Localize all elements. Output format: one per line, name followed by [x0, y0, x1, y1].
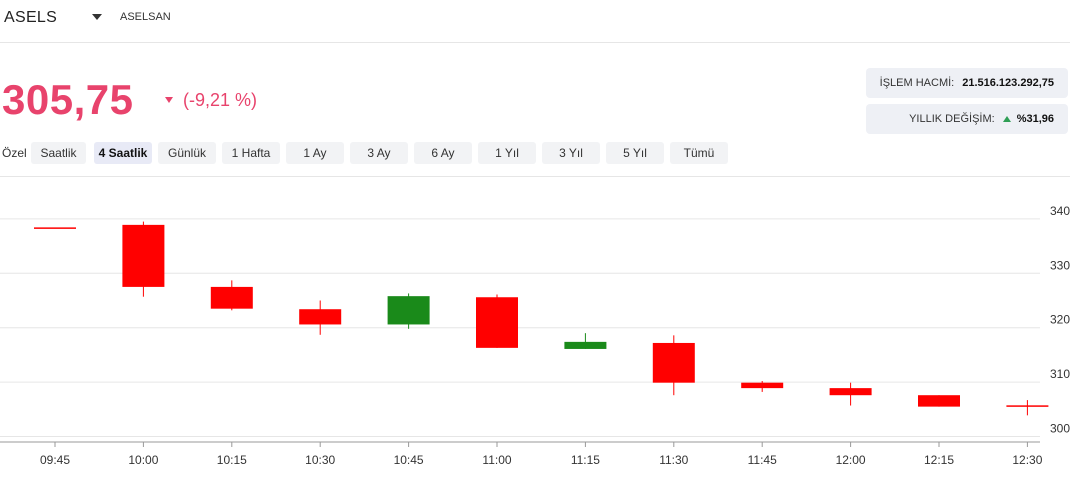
volume-box: İŞLEM HACMİ: 21.516.123.292,75	[866, 68, 1068, 98]
last-price: 305,75	[2, 76, 134, 123]
tab-1-year[interactable]: 1 Yıl	[478, 142, 536, 164]
chart-candles	[34, 221, 1049, 416]
candle	[34, 227, 76, 229]
x-tick-label: 11:00	[482, 453, 511, 467]
x-tick-label: 09:45	[40, 453, 70, 467]
x-tick-label: 10:00	[128, 453, 158, 467]
candle	[564, 333, 607, 349]
tab-5-years[interactable]: 5 Yıl	[606, 142, 664, 164]
up-triangle-icon	[1002, 116, 1011, 122]
tab-all[interactable]: Tümü	[670, 142, 728, 164]
header-bar: ASELS ASELSAN	[0, 0, 1070, 43]
candlestick-chart: 09:45 10:00 10:15 10:30 10:45 11:00 11:15 11:30…	[0, 204, 1070, 467]
yearly-change-label: YILLIK DEĞİŞİM:	[909, 113, 995, 125]
volume-label: İŞLEM HACMİ:	[879, 77, 955, 89]
chart-grid	[0, 218, 1040, 443]
candle	[299, 300, 342, 335]
x-tick-label: 11:30	[659, 453, 688, 467]
x-tick-label: 10:30	[305, 453, 335, 467]
volume-value: 21.516.123.292,75	[962, 77, 1054, 89]
tabs-divider	[0, 176, 1070, 177]
candle-body	[741, 382, 784, 389]
candle	[122, 221, 165, 297]
tab-1-week[interactable]: 1 Hafta	[222, 142, 280, 164]
candle	[829, 382, 872, 406]
yearly-change-value: %31,96	[1016, 113, 1054, 125]
chart-x-axis: 09:45 10:00 10:15 10:30 10:45 11:00 11:15 11:30…	[40, 442, 1043, 467]
candle-body	[829, 388, 872, 396]
y-tick-label: 310	[1050, 367, 1070, 381]
chevron-down-icon[interactable]	[92, 14, 102, 20]
candle-body	[122, 224, 165, 287]
y-tick-label: 300	[1050, 422, 1070, 436]
price-down-icon	[165, 97, 173, 103]
candle-body	[210, 286, 253, 309]
y-tick-label: 320	[1050, 313, 1070, 327]
candle	[476, 294, 518, 348]
candle-body	[34, 227, 76, 229]
candle-body	[299, 309, 342, 325]
company-name: ASELSAN	[120, 11, 171, 23]
tab-hourly[interactable]: Saatlik	[31, 142, 86, 164]
chart-y-axis: 300 310 320 330 340	[1050, 204, 1070, 436]
candle-body	[652, 342, 695, 383]
candle-body	[476, 297, 518, 348]
tab-6-months[interactable]: 6 Ay	[414, 142, 472, 164]
candle	[918, 395, 960, 407]
candle-body	[918, 395, 960, 407]
x-tick-label: 10:45	[394, 453, 424, 467]
candle-body	[1006, 405, 1049, 407]
x-tick-label: 11:45	[748, 453, 777, 467]
candle-body	[387, 296, 430, 325]
x-tick-label: 11:15	[571, 453, 600, 467]
tab-daily[interactable]: Günlük	[158, 142, 216, 164]
x-tick-label: 10:15	[217, 453, 247, 467]
candle	[1006, 400, 1049, 416]
candle	[741, 381, 784, 392]
x-tick-label: 12:30	[1012, 453, 1042, 467]
symbol-label: ASELS	[4, 9, 58, 26]
y-tick-label: 330	[1050, 258, 1070, 272]
tab-3-years[interactable]: 3 Yıl	[542, 142, 600, 164]
tab-1-month[interactable]: 1 Ay	[286, 142, 344, 164]
tab-4-hourly[interactable]: 4 Saatlik	[94, 142, 152, 164]
x-tick-label: 12:15	[924, 453, 954, 467]
price-change: (-9,21 %)	[183, 90, 258, 110]
candle	[652, 335, 695, 396]
candle-body	[564, 341, 607, 349]
candle	[387, 293, 430, 329]
y-tick-label: 340	[1050, 204, 1070, 218]
yearly-change-box: YILLIK DEĞİŞİM: %31,96	[866, 104, 1068, 134]
x-tick-label: 12:00	[836, 453, 866, 467]
candle	[210, 280, 253, 311]
tab-custom[interactable]: Özel	[2, 146, 27, 160]
tab-3-months[interactable]: 3 Ay	[350, 142, 408, 164]
